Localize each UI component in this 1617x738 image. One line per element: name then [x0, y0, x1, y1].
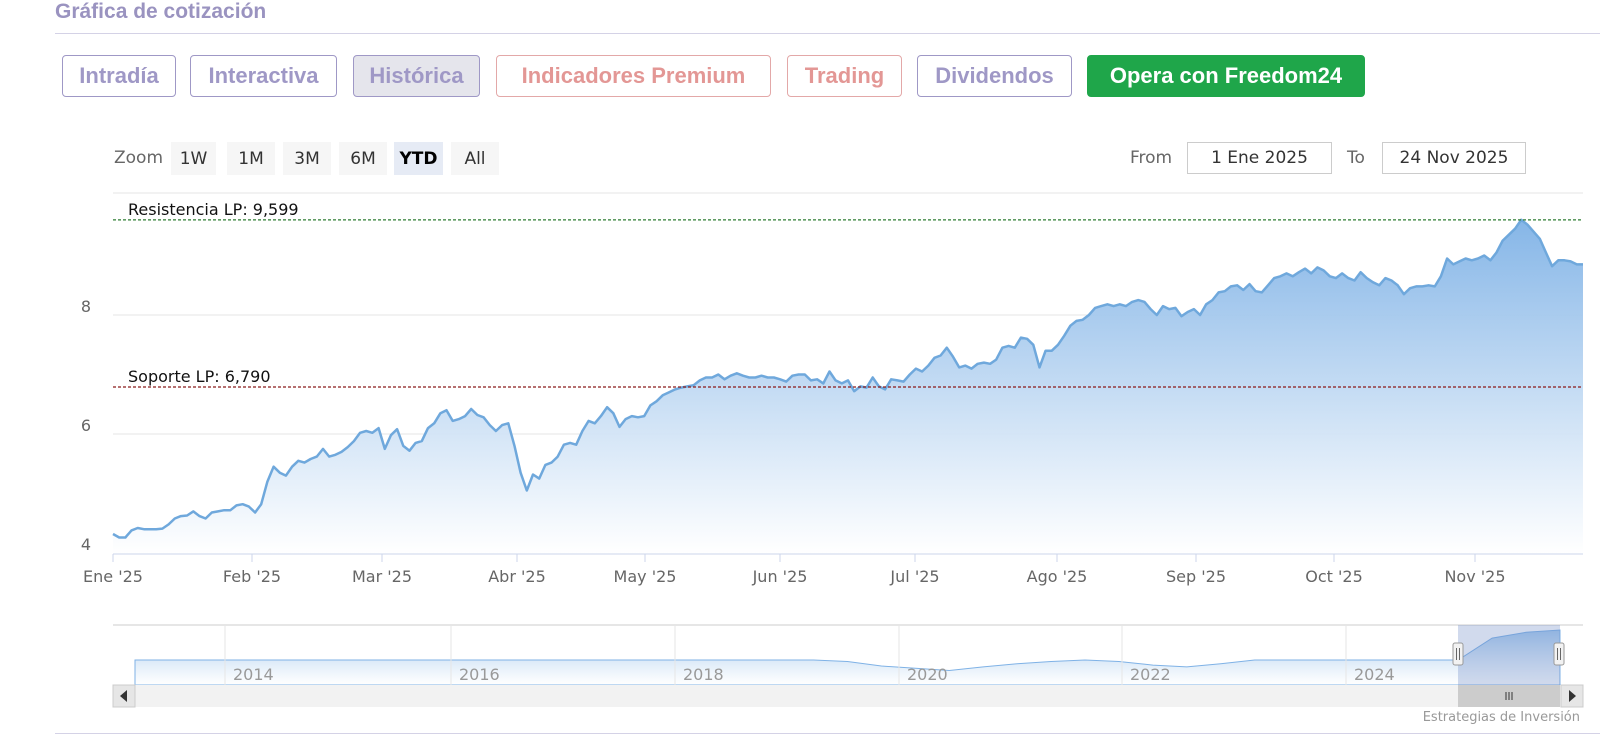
- x-tick-label: Oct '25: [1305, 567, 1363, 586]
- zoom-label: Zoom: [114, 148, 164, 168]
- navigator-left-handle[interactable]: [1452, 642, 1464, 666]
- x-tick-label: Sep '25: [1166, 567, 1226, 586]
- x-tick-label: Abr '25: [488, 567, 546, 586]
- x-tick-label: Ago '25: [1027, 567, 1088, 586]
- from-date-input[interactable]: 1 Ene 2025: [1187, 142, 1332, 174]
- x-tick-label: Mar '25: [352, 567, 412, 586]
- x-tick-label: Ene '25: [83, 567, 143, 586]
- y-tick-label: 4: [81, 535, 91, 554]
- zoom-1m-button[interactable]: 1M: [227, 142, 275, 175]
- tab-indicadores-premium[interactable]: Indicadores Premium: [496, 55, 771, 97]
- arrow-left-icon: [120, 690, 127, 702]
- opera-freedom24-button[interactable]: Opera con Freedom24: [1087, 55, 1365, 97]
- zoom-ytd-button[interactable]: YTD: [394, 142, 443, 175]
- to-date-input[interactable]: 24 Nov 2025: [1382, 142, 1526, 174]
- navigator-year-label: 2020: [907, 665, 948, 684]
- navigator-year-label: 2022: [1130, 665, 1171, 684]
- navigator-right-handle[interactable]: [1553, 642, 1565, 666]
- annotation-label: Resistencia LP: 9,599: [128, 200, 299, 219]
- price-line: [112, 218, 1583, 539]
- scrollbar[interactable]: [112, 684, 1584, 708]
- navigator-year-label: 2018: [683, 665, 724, 684]
- tab-trading[interactable]: Trading: [787, 55, 902, 97]
- navigator-year-label: 2024: [1354, 665, 1395, 684]
- navigator-year-label: 2014: [233, 665, 274, 684]
- from-label: From: [1130, 148, 1173, 168]
- bottom-divider: [55, 733, 1600, 734]
- x-tick-label: Jul '25: [889, 567, 939, 586]
- y-tick-label: 6: [81, 416, 91, 435]
- tab-dividendos[interactable]: Dividendos: [917, 55, 1072, 97]
- zoom-1w-button[interactable]: 1W: [171, 142, 216, 175]
- tab-intradia[interactable]: Intradía: [62, 55, 176, 97]
- x-tick-label: Nov '25: [1444, 567, 1505, 586]
- arrow-right-icon: [1569, 690, 1576, 702]
- navigator-year-label: 2016: [459, 665, 500, 684]
- navigator-area: [134, 629, 1561, 686]
- x-tick-label: Feb '25: [223, 567, 281, 586]
- zoom-6m-button[interactable]: 6M: [339, 142, 387, 175]
- tab-historica[interactable]: Histórica: [353, 55, 480, 97]
- annotation-label: Soporte LP: 6,790: [128, 367, 271, 386]
- navigator-selection[interactable]: [1458, 625, 1560, 685]
- to-label: To: [1347, 148, 1365, 168]
- title-divider: [55, 33, 1600, 34]
- navigator[interactable]: 2014 2016 2018 2020 2022 2024: [113, 624, 1583, 686]
- zoom-all-button[interactable]: All: [451, 142, 499, 175]
- page-title: Gráfica de cotización: [55, 0, 267, 23]
- x-tick-label: May '25: [614, 567, 677, 586]
- tab-interactiva[interactable]: Interactiva: [190, 55, 337, 97]
- y-tick-label: 8: [81, 297, 91, 316]
- scrollbar-track[interactable]: [113, 685, 1583, 707]
- zoom-3m-button[interactable]: 3M: [283, 142, 331, 175]
- chart-credit[interactable]: Estrategias de Inversión: [1423, 710, 1580, 725]
- x-tick-label: Jun '25: [752, 567, 808, 586]
